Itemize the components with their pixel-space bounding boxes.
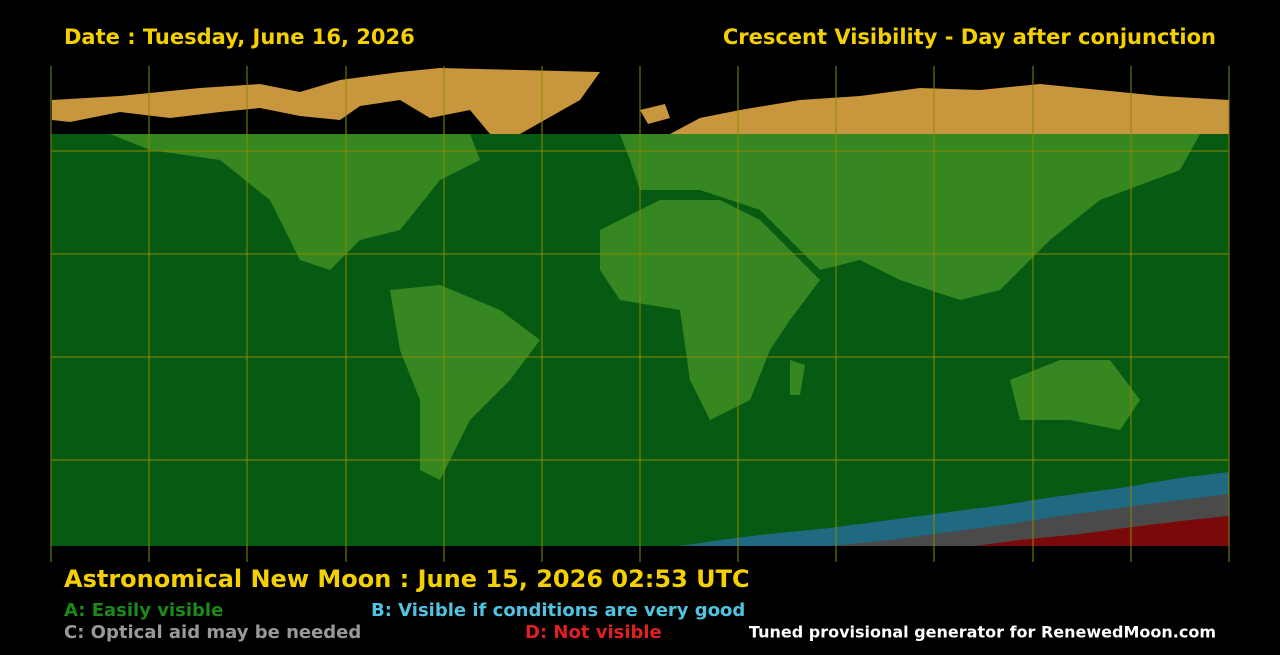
- legend-d: D: Not visible: [525, 622, 662, 643]
- credit: Tuned provisional generator for RenewedM…: [749, 623, 1216, 642]
- legend-b: B: Visible if conditions are very good: [371, 600, 745, 621]
- map: [50, 66, 1230, 562]
- graticule: [50, 66, 1230, 562]
- legend-a: A: Easily visible: [64, 600, 223, 621]
- continents: [110, 134, 1200, 480]
- legend-c: C: Optical aid may be needed: [64, 622, 361, 643]
- zone-d: [975, 516, 1229, 546]
- new-moon: Astronomical New Moon : June 15, 2026 02…: [64, 565, 750, 593]
- arctic-land: [52, 68, 1229, 134]
- date: Date : Tuesday, June 16, 2026: [64, 25, 415, 49]
- title: Crescent Visibility - Day after conjunct…: [723, 25, 1216, 49]
